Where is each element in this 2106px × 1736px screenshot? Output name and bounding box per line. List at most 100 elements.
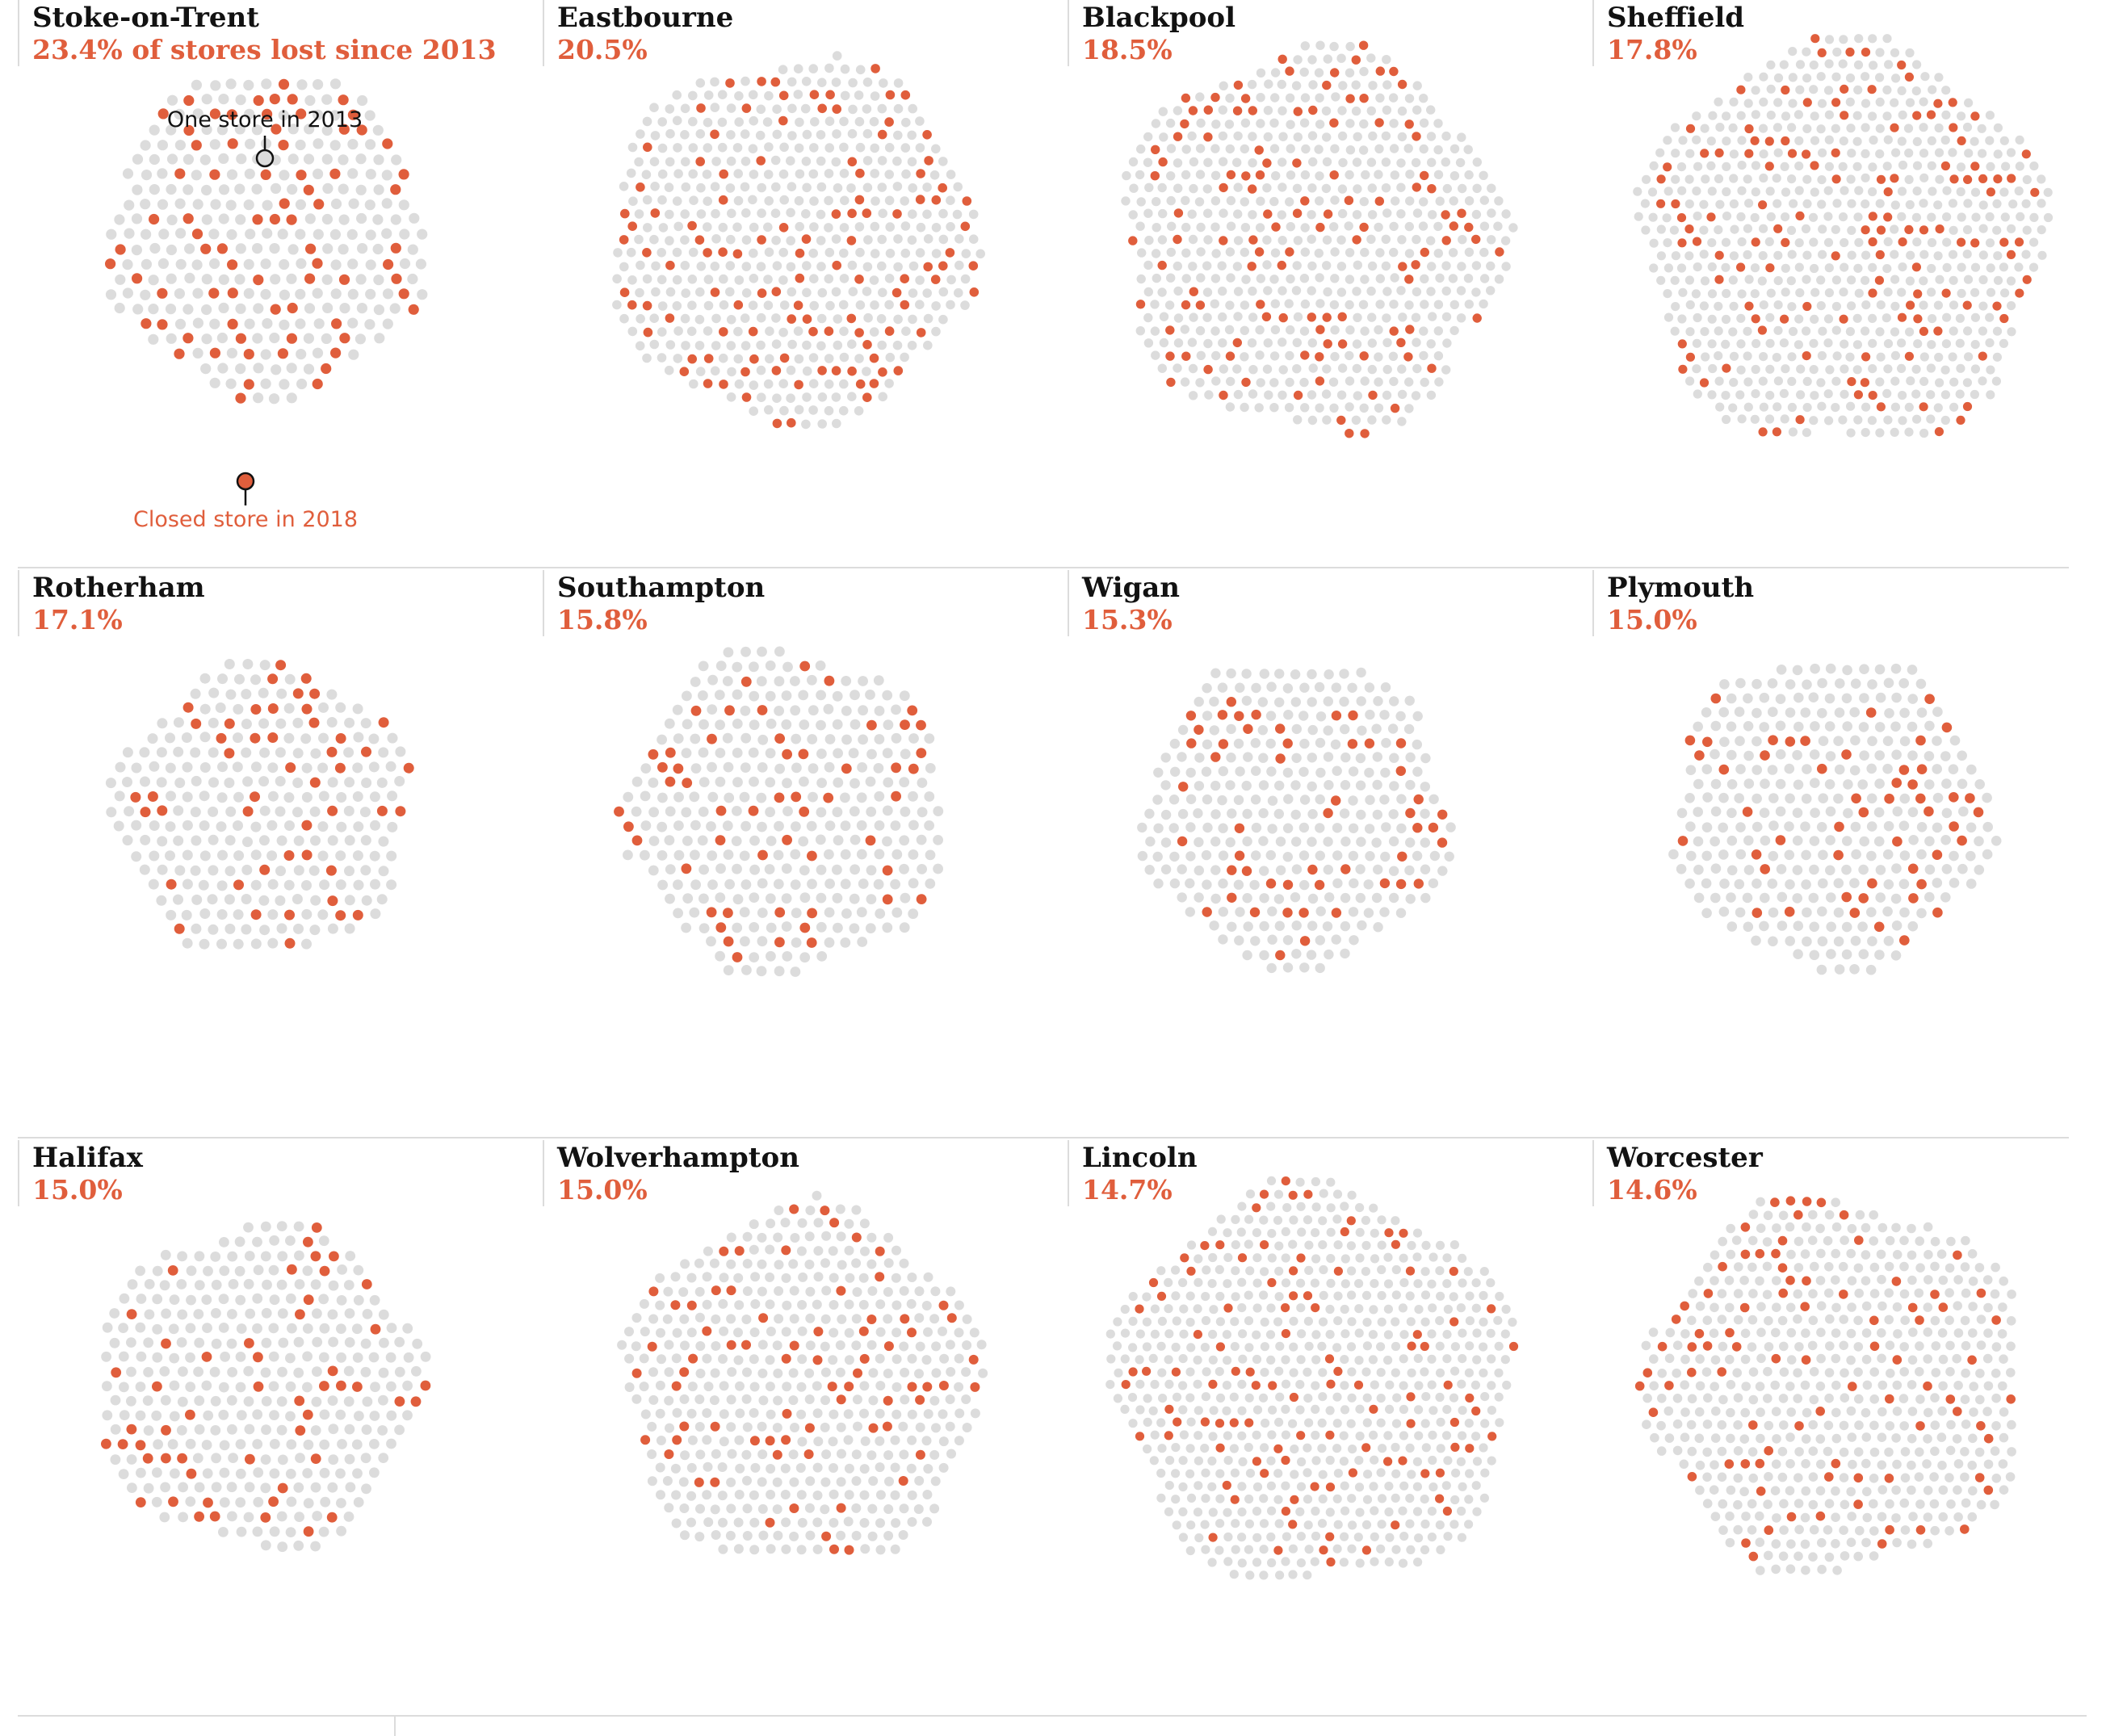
open-store-dot [1743,750,1754,761]
open-store-dot [1366,157,1377,167]
open-store-dot [293,1367,304,1378]
open-store-dot [296,79,308,90]
closed-store-dot [157,319,168,330]
open-store-dot [1143,260,1153,270]
open-store-dot [218,94,229,105]
open-store-dot [891,732,902,744]
open-store-dot [1882,763,1893,774]
open-store-dot [235,1294,246,1306]
closed-store-dot [1397,851,1407,862]
open-store-dot [1775,720,1786,732]
open-store-dot [1766,111,1776,120]
open-store-dot [1858,864,1869,875]
closed-store-dot [648,1286,659,1297]
open-store-dot [1419,144,1428,154]
closed-store-dot [1173,234,1182,245]
open-store-dot [726,103,736,113]
closed-store-dot [1281,1507,1290,1516]
open-store-dot [805,1530,816,1541]
open-store-dot [1382,287,1392,296]
open-store-dot [824,354,834,363]
open-store-dot [260,349,271,360]
closed-store-dot [916,719,926,731]
open-store-dot [1912,136,1922,146]
open-store-dot [766,922,777,933]
percent-lost-label: 15.0% [1607,604,1697,635]
open-store-dot [1395,711,1406,722]
open-store-dot [687,275,698,284]
open-store-dot [1405,894,1416,904]
open-store-dot [1986,287,1996,297]
open-store-dot [805,1476,816,1487]
open-store-dot [122,777,132,787]
open-store-dot [1801,879,1811,890]
open-store-dot [883,1369,893,1378]
open-store-dot [867,1285,878,1296]
open-store-dot [1311,1381,1320,1390]
open-store-dot [648,1314,659,1324]
open-store-dot [1233,236,1244,245]
open-store-dot [1928,85,1937,94]
open-store-dot [1380,682,1391,693]
open-store-dot [1267,1253,1277,1263]
open-store-dot [2029,212,2039,222]
open-store-dot [938,1326,947,1336]
closed-store-dot [938,1381,949,1390]
open-store-dot [875,908,886,919]
open-store-dot [181,909,192,920]
open-store-dot [1852,365,1862,375]
open-store-dot [1758,124,1768,133]
closed-store-dot [126,1424,137,1435]
open-store-dot [1891,73,1901,83]
open-store-dot [292,748,304,759]
open-store-dot [711,313,721,324]
open-store-dot [757,392,766,403]
closed-store-dot [847,366,857,376]
open-store-dot [1912,60,1922,69]
open-store-dot [1964,352,1974,362]
open-store-dot [1353,1533,1363,1542]
closed-store-dot [300,673,312,684]
open-store-dot [719,1409,729,1419]
panel-worcester: Worcester 14.6% [1592,1140,2106,1705]
open-store-dot [734,379,745,389]
open-store-dot [812,1462,823,1473]
open-store-dot [1194,837,1204,848]
open-store-dot [1326,1278,1336,1288]
closed-store-dot [1262,158,1272,168]
open-store-dot [1784,763,1795,774]
open-store-dot [1890,893,1902,904]
open-store-dot [686,1462,697,1473]
closed-store-dot [403,762,414,774]
closed-store-dot [1353,1380,1364,1390]
open-store-dot [1663,289,1672,299]
closed-store-dot [1330,68,1340,78]
open-store-dot [1833,907,1844,918]
open-store-dot [1235,682,1245,693]
open-store-dot [1369,1305,1378,1315]
open-store-dot [907,157,917,167]
open-store-dot [2037,250,2047,260]
open-store-dot [1376,1368,1386,1377]
open-store-dot [837,1260,847,1270]
open-store-dot [1810,187,1819,197]
closed-store-dot [1751,314,1760,324]
open-store-dot [1823,212,1833,221]
open-store-dot [907,130,917,140]
open-store-dot [1112,1341,1122,1351]
open-store-dot [1890,376,1900,386]
open-store-dot [1266,1176,1277,1185]
open-store-dot [841,676,852,686]
open-store-dot [1356,667,1366,678]
open-store-dot [631,1341,641,1352]
open-store-dot [1375,300,1385,309]
open-store-dot [740,762,751,773]
open-store-dot [1307,837,1317,847]
open-store-dot [1793,692,1804,703]
open-store-dot [824,169,834,178]
open-store-dot [1194,1431,1203,1440]
open-store-dot [1897,136,1907,146]
open-store-dot [1949,878,1960,888]
open-store-dot [1285,377,1294,388]
